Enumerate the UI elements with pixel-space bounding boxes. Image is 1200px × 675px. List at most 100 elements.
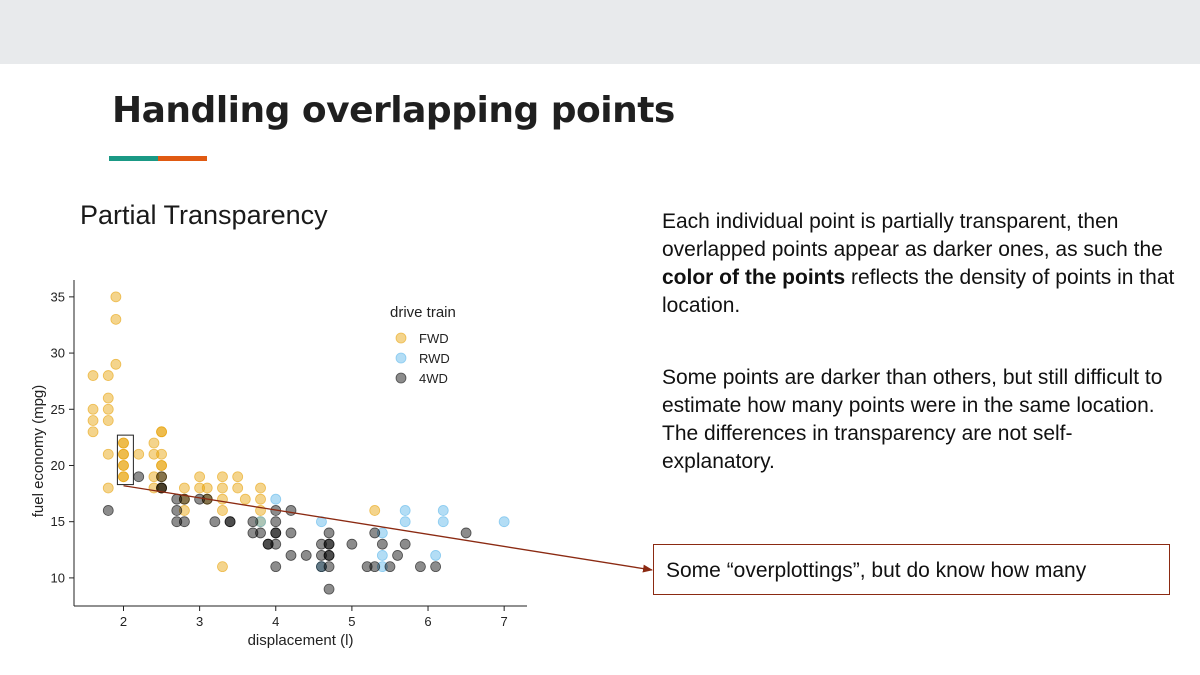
point-4wd bbox=[323, 527, 335, 539]
point-fwd bbox=[87, 415, 99, 426]
legend-label-rwd: RWD bbox=[419, 351, 450, 366]
point-4wd bbox=[270, 561, 282, 573]
point-4wd bbox=[102, 505, 114, 516]
point-fwd bbox=[102, 392, 114, 404]
top-band bbox=[0, 0, 1200, 64]
x-axis-label: displacement (l) bbox=[248, 632, 354, 649]
point-rwd bbox=[498, 516, 510, 528]
title-accent-orange bbox=[158, 156, 207, 161]
point-4wd bbox=[270, 538, 282, 550]
point-fwd bbox=[178, 505, 190, 516]
point-fwd bbox=[110, 358, 122, 370]
legend-label-4wd: 4WD bbox=[419, 371, 448, 386]
point-fwd bbox=[110, 313, 122, 325]
x-tick-label: 6 bbox=[424, 614, 431, 629]
point-4wd bbox=[392, 550, 403, 561]
point-rwd bbox=[255, 516, 266, 528]
explanation-paragraph-1: Each individual point is partially trans… bbox=[662, 208, 1182, 320]
point-4wd bbox=[171, 516, 183, 528]
point-rwd bbox=[437, 505, 449, 516]
point-fwd bbox=[255, 493, 266, 505]
point-fwd bbox=[201, 482, 213, 494]
point-4wd bbox=[361, 561, 373, 573]
point-4wd bbox=[300, 550, 312, 561]
overplotting-callout-box: Some “overplottings”, but do know how ma… bbox=[653, 544, 1170, 595]
point-4wd bbox=[262, 538, 274, 550]
point-fwd bbox=[156, 426, 167, 438]
point-4wd bbox=[178, 516, 190, 528]
point-4wd bbox=[316, 550, 327, 561]
point-4wd bbox=[171, 505, 183, 516]
slide-title: Handling overlapping points bbox=[112, 90, 675, 131]
point-4wd bbox=[323, 583, 335, 595]
point-fwd bbox=[369, 505, 381, 516]
point-4wd bbox=[323, 550, 335, 561]
x-tick-label: 3 bbox=[196, 614, 203, 629]
point-4wd bbox=[156, 471, 167, 483]
chart-subtitle: Partial Transparency bbox=[80, 200, 328, 230]
x-tick-label: 5 bbox=[348, 614, 355, 629]
point-fwd bbox=[194, 471, 206, 483]
point-fwd bbox=[148, 437, 160, 449]
point-rwd bbox=[376, 527, 388, 539]
point-4wd bbox=[316, 538, 327, 550]
point-4wd bbox=[369, 561, 381, 573]
point-fwd bbox=[110, 291, 122, 303]
point-fwd bbox=[217, 482, 228, 494]
chart-points bbox=[87, 291, 510, 595]
point-fwd bbox=[217, 561, 228, 573]
chart-legend: drive train FWD RWD 4WD bbox=[390, 304, 456, 386]
y-tick-label: 10 bbox=[51, 570, 65, 585]
point-fwd bbox=[239, 493, 251, 505]
point-fwd bbox=[194, 482, 206, 494]
point-fwd bbox=[156, 448, 167, 460]
x-tick-label: 2 bbox=[120, 614, 127, 629]
point-rwd bbox=[399, 505, 411, 516]
paragraph-2-line-1: Some points are darker than others, but … bbox=[662, 366, 1163, 417]
point-4wd bbox=[255, 527, 266, 539]
point-4wd bbox=[384, 561, 396, 573]
point-4wd bbox=[270, 516, 282, 528]
point-4wd bbox=[178, 493, 190, 505]
point-fwd bbox=[118, 460, 129, 471]
point-4wd bbox=[430, 561, 442, 573]
point-4wd bbox=[376, 538, 388, 550]
y-tick-label: 35 bbox=[51, 289, 65, 304]
point-fwd bbox=[102, 403, 114, 415]
point-fwd bbox=[178, 482, 190, 494]
point-fwd bbox=[87, 403, 99, 415]
point-4wd bbox=[346, 538, 358, 550]
y-tick-label: 25 bbox=[51, 402, 65, 417]
point-4wd bbox=[133, 471, 145, 483]
paragraph-1-pre: Each individual point is partially trans… bbox=[662, 210, 1163, 261]
callout-arrow bbox=[123, 485, 653, 573]
point-fwd bbox=[133, 448, 145, 460]
chart-axes: 2 3 4 5 6 7 10 15 20 25 30 35 displacement (l) fuel e… bbox=[30, 280, 527, 649]
point-fwd bbox=[232, 471, 244, 483]
x-tick-label: 7 bbox=[501, 614, 508, 629]
point-fwd bbox=[102, 482, 114, 494]
point-4wd bbox=[460, 527, 472, 539]
point-fwd bbox=[148, 471, 160, 483]
point-rwd bbox=[376, 561, 388, 573]
title-accent-teal bbox=[109, 156, 158, 161]
point-4wd bbox=[285, 505, 297, 516]
point-fwd bbox=[217, 471, 228, 483]
point-fwd bbox=[102, 448, 114, 460]
point-4wd bbox=[323, 561, 335, 573]
legend-label-fwd: FWD bbox=[419, 331, 449, 346]
point-4wd bbox=[209, 516, 221, 528]
point-4wd bbox=[415, 561, 426, 573]
point-4wd bbox=[285, 527, 297, 539]
y-axis-label: fuel economy (mpg) bbox=[30, 385, 47, 518]
overplot-highlight-box bbox=[116, 434, 134, 486]
point-rwd bbox=[270, 493, 282, 505]
point-4wd bbox=[247, 527, 259, 539]
point-rwd bbox=[399, 516, 411, 528]
point-fwd bbox=[87, 426, 99, 438]
point-fwd bbox=[156, 460, 167, 471]
point-4wd bbox=[323, 538, 335, 550]
point-4wd bbox=[247, 516, 259, 528]
point-rwd bbox=[437, 516, 449, 528]
